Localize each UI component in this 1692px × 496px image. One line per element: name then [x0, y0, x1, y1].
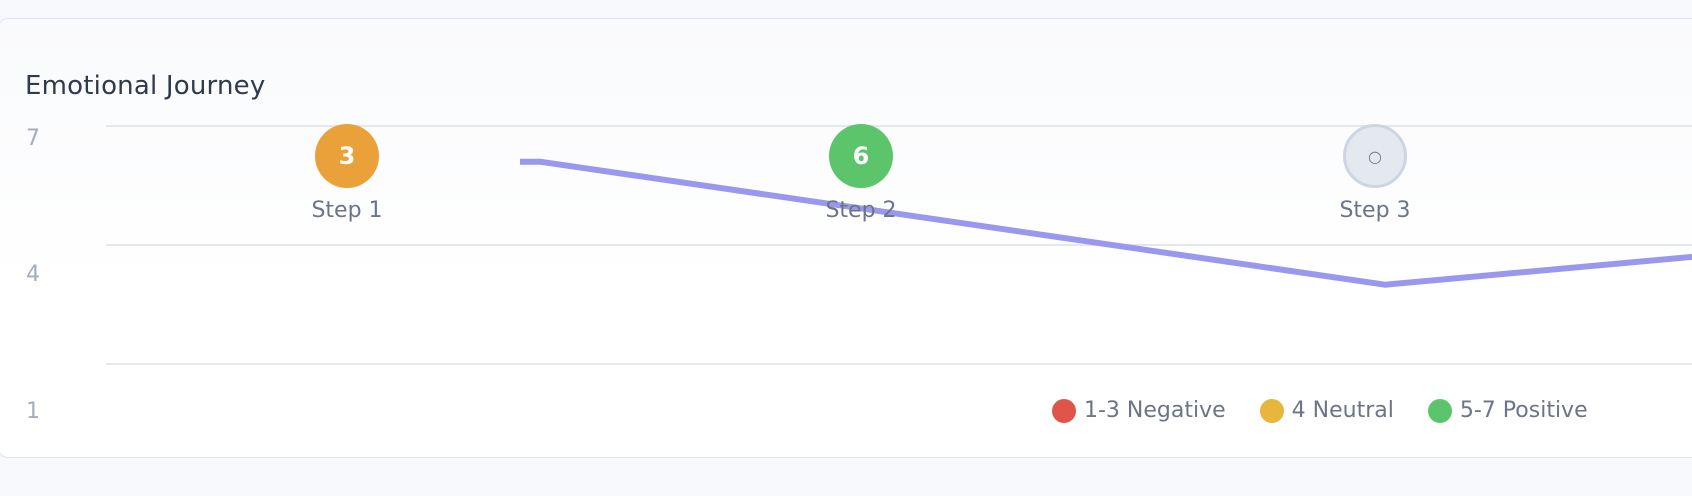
step-3-label: Step 3: [1339, 198, 1411, 223]
legend-label-neutral: 4 Neutral: [1291, 398, 1394, 423]
step-2-label: Step 2: [825, 198, 897, 223]
legend-dot-negative: [1052, 398, 1076, 423]
legend-item-neutral: 4 Neutral: [1259, 398, 1394, 423]
legend-item-negative: 1-3 Negative: [1052, 398, 1226, 423]
step-2[interactable]: 6 Step 2: [791, 124, 931, 223]
chart-title: Emotional Journey: [25, 71, 266, 101]
legend-dot-neutral: [1259, 398, 1284, 423]
step-1-label: Step 1: [311, 198, 383, 223]
step-3[interactable]: ○ Step 3: [1305, 124, 1445, 223]
legend-dot-positive: [1427, 398, 1452, 423]
step-3-pending-circle[interactable]: ○: [1343, 124, 1407, 188]
step-1-score-circle[interactable]: 3: [315, 124, 379, 188]
step-1[interactable]: 3 Step 1: [277, 124, 417, 223]
legend-item-positive: 5-7 Positive: [1427, 398, 1588, 423]
chart-legend: 1-3 Negative 4 Neutral 5-7 Positive: [1052, 398, 1622, 423]
step-2-score-circle[interactable]: 6: [829, 124, 893, 188]
y-tick-7: 7: [26, 126, 40, 151]
emotion-series-line: [520, 158, 1692, 288]
y-tick-1: 1: [26, 399, 40, 424]
y-tick-4: 4: [26, 262, 40, 287]
emotional-journey-card: Emotional Journey: [0, 18, 1692, 458]
legend-label-negative: 1-3 Negative: [1084, 398, 1226, 423]
legend-label-positive: 5-7 Positive: [1459, 398, 1588, 423]
